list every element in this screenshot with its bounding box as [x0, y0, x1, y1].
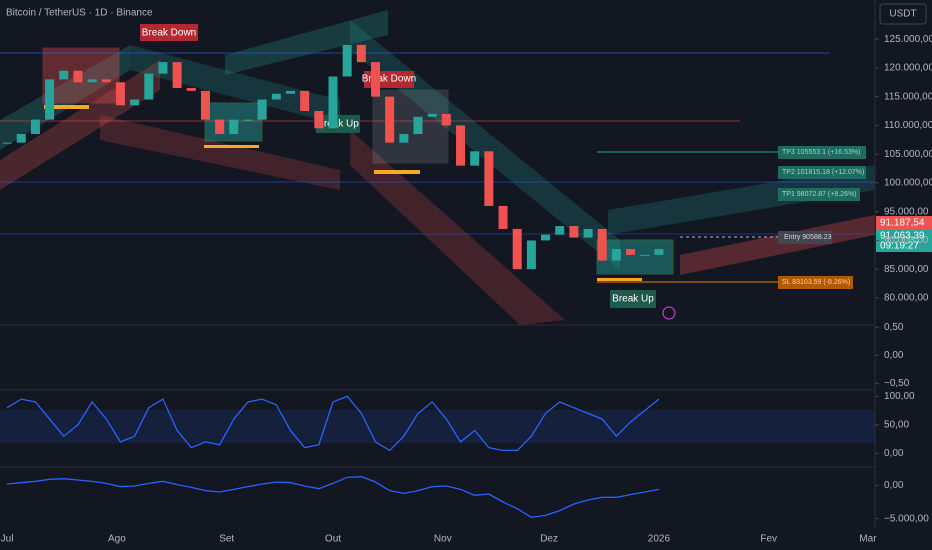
- y-tick-label: 105.000,00: [884, 149, 932, 160]
- candle: [158, 62, 168, 74]
- candle: [314, 111, 324, 129]
- candle: [229, 119, 239, 135]
- y-tick-label: 85.000,00: [884, 264, 929, 275]
- candle: [541, 234, 551, 241]
- candle: [640, 254, 650, 256]
- candle: [342, 44, 352, 77]
- candle: [115, 82, 125, 106]
- candle: [186, 88, 196, 91]
- candle: [30, 119, 40, 135]
- y-tick-label: 0,00: [884, 448, 904, 459]
- price-tag: 91.187,54: [880, 218, 925, 229]
- y-tick-label: 0,00: [884, 480, 904, 491]
- annotation: Break Up: [317, 119, 359, 130]
- candle: [285, 90, 295, 94]
- annotation: Break Down: [142, 28, 196, 39]
- candle: [583, 228, 593, 238]
- x-tick-label: Jul: [1, 534, 14, 545]
- candle: [45, 79, 55, 120]
- target-label: TP2 101815.18 (+12.07%): [782, 169, 864, 176]
- y-tick-label: 125.000,00: [884, 34, 932, 45]
- candle: [413, 116, 423, 135]
- entry-label: Entry 90588.23: [784, 234, 832, 241]
- x-tick-label: Fev: [760, 534, 777, 545]
- candle: [144, 73, 154, 100]
- target-label: TP1 98072.87 (+8.26%): [782, 191, 857, 198]
- candle: [569, 226, 579, 238]
- candle: [101, 79, 111, 83]
- y-tick-label: −5.000,00: [884, 513, 929, 524]
- x-tick-label: Mar: [859, 534, 877, 545]
- candle: [427, 113, 437, 117]
- y-tick-label: 115.000,00: [884, 91, 932, 102]
- indicator-line: [6, 395, 660, 452]
- countdown: 09:19:27: [880, 241, 919, 252]
- candle: [215, 119, 225, 135]
- candle: [130, 99, 140, 106]
- candle: [456, 125, 466, 166]
- annotation: Break Down: [362, 74, 416, 85]
- target-label: TP3 105553.1 (+16.53%): [782, 149, 860, 156]
- currency[interactable]: USDT: [889, 9, 916, 20]
- x-tick-label: Set: [219, 534, 234, 545]
- candle: [484, 151, 494, 206]
- candle: [73, 70, 83, 83]
- y-tick-label: −0,50: [884, 378, 910, 389]
- y-tick-label: 100,00: [884, 391, 915, 402]
- y-tick-label: 110.000,00: [884, 120, 932, 131]
- price-tag: 91.063,39: [880, 231, 925, 242]
- candle: [172, 62, 182, 89]
- candle: [300, 90, 310, 112]
- candle: [356, 44, 366, 63]
- candle: [611, 249, 621, 261]
- chart-title: Bitcoin / TetherUS · 1D · Binance: [6, 8, 153, 19]
- indicator-line: [7, 476, 660, 519]
- candle: [243, 119, 253, 121]
- candle: [59, 70, 69, 80]
- candle: [597, 228, 607, 261]
- candle: [399, 134, 409, 143]
- candle: [257, 99, 267, 120]
- candle: [470, 151, 480, 166]
- candle: [16, 134, 26, 143]
- candle: [441, 113, 451, 126]
- candle: [385, 96, 395, 143]
- candle: [87, 79, 97, 83]
- candle: [371, 62, 381, 97]
- candle: [328, 76, 338, 129]
- y-tick-label: 95.000,00: [884, 206, 929, 217]
- x-tick-label: Out: [325, 534, 341, 545]
- candle: [498, 205, 508, 229]
- y-tick-label: 50,00: [884, 419, 909, 430]
- candle: [200, 90, 210, 120]
- y-tick-label: 0,50: [884, 322, 904, 333]
- candle: [626, 249, 636, 255]
- y-tick-label: 120.000,00: [884, 63, 932, 74]
- sl-label: SL 83103.59 (-8.26%): [782, 279, 850, 286]
- candle: [555, 226, 565, 235]
- y-tick-label: 0,00: [884, 350, 904, 361]
- y-tick-label: 100.000,00: [884, 178, 932, 189]
- x-tick-label: 2026: [648, 534, 671, 545]
- y-tick-label: 90.000,00: [884, 235, 929, 246]
- x-tick-label: Ago: [108, 534, 126, 545]
- x-tick-label: Nov: [434, 534, 452, 545]
- candle: [512, 228, 522, 270]
- candle: [271, 93, 281, 100]
- x-tick-label: Dez: [540, 534, 558, 545]
- candle: [526, 240, 536, 270]
- y-tick-label: 80.000,00: [884, 293, 929, 304]
- currency-button[interactable]: [879, 3, 927, 25]
- candle: [2, 142, 12, 144]
- annotation: Break Up: [612, 294, 654, 305]
- candle: [654, 249, 664, 255]
